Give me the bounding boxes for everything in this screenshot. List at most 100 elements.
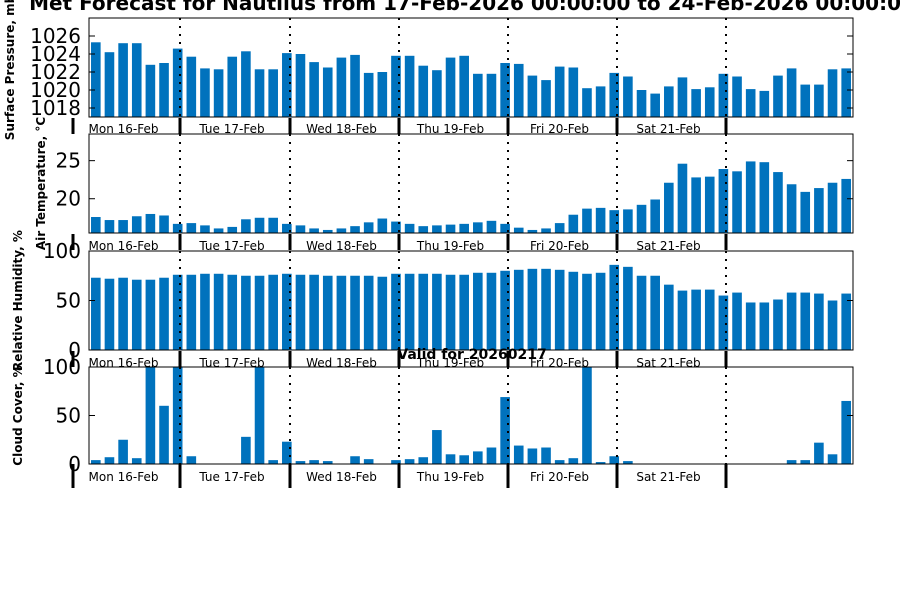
ytick-label: 1022 <box>30 60 81 84</box>
bar <box>172 223 183 233</box>
bar <box>131 43 142 118</box>
bar <box>541 80 551 117</box>
bar <box>282 223 292 233</box>
bar <box>554 223 565 233</box>
day-label: Thu 19-Feb <box>416 239 484 253</box>
bar <box>582 273 592 350</box>
bar <box>732 292 742 350</box>
y-axis-title: Relative Humidity, % <box>11 230 25 371</box>
bar <box>172 48 183 117</box>
bar <box>486 73 497 117</box>
bar <box>227 56 238 117</box>
bar <box>486 220 497 233</box>
axes-frame <box>88 17 854 118</box>
panel-2: 20 25 Air Temperature, °C Mon 16-Feb Tue 17-… <box>34 117 854 253</box>
bar <box>486 272 497 350</box>
bar <box>336 57 347 117</box>
bar <box>704 87 715 117</box>
bar <box>186 223 197 233</box>
y-axis-title: Cloud Cover, % <box>11 365 25 465</box>
bar <box>241 275 251 350</box>
bar <box>841 68 851 117</box>
bar <box>145 64 156 117</box>
bar <box>227 274 238 350</box>
ytick-label: 100 <box>43 239 81 263</box>
bar <box>295 461 306 464</box>
bar <box>800 191 811 233</box>
bar <box>377 276 388 350</box>
bar <box>650 93 660 117</box>
bar <box>650 199 660 233</box>
bar <box>677 290 688 350</box>
bar <box>254 367 265 464</box>
bar <box>554 269 565 350</box>
bar <box>131 216 142 233</box>
bar <box>473 222 483 233</box>
bar <box>350 456 360 464</box>
bar <box>691 89 701 117</box>
bar <box>745 89 756 117</box>
bar <box>268 217 278 233</box>
day-label: Mon 16-Feb <box>89 239 159 253</box>
bar <box>200 68 210 117</box>
ytick-label: 1020 <box>30 78 81 102</box>
bar <box>814 442 824 464</box>
bar <box>432 273 442 350</box>
bar <box>295 54 306 117</box>
bar <box>609 210 620 233</box>
bar <box>800 292 811 350</box>
ytick-label: 0 <box>68 452 81 476</box>
axes-frame <box>88 133 854 234</box>
bar <box>732 171 742 233</box>
day-label: Sat 21-Feb <box>636 239 700 253</box>
bar <box>404 223 415 233</box>
axes-frame <box>88 366 854 465</box>
bar <box>800 460 811 464</box>
bar <box>186 274 197 350</box>
ytick-label: 20 <box>56 187 81 211</box>
bar <box>254 69 265 117</box>
bar <box>827 69 838 117</box>
bar <box>91 217 101 233</box>
day-label: Wed 18-Feb <box>306 239 377 253</box>
bar <box>404 459 415 464</box>
bar <box>145 367 156 464</box>
bar <box>459 455 469 464</box>
ytick-label: 1024 <box>30 42 81 66</box>
bar <box>336 228 347 233</box>
bar <box>432 70 442 117</box>
bar <box>213 69 224 117</box>
bar <box>268 69 278 117</box>
day-label: Tue 17-Feb <box>198 239 264 253</box>
ytick-label: 0 <box>68 338 81 362</box>
bar <box>172 367 183 464</box>
bar <box>118 439 128 464</box>
bar <box>786 184 797 233</box>
ytick-label: 50 <box>56 289 81 313</box>
bar <box>527 448 538 464</box>
bar <box>486 447 497 464</box>
bar <box>282 53 292 117</box>
bar <box>459 223 469 233</box>
bar <box>759 90 770 117</box>
bar <box>473 272 483 350</box>
bar <box>636 90 647 117</box>
bar <box>636 275 647 350</box>
bar <box>541 268 551 350</box>
bar <box>445 57 456 117</box>
day-label: Tue 17-Feb <box>198 470 264 484</box>
bar <box>391 55 401 117</box>
bar <box>91 460 101 464</box>
bar <box>309 274 319 350</box>
bar <box>459 55 469 117</box>
bar <box>118 220 128 233</box>
bar <box>432 430 442 464</box>
day-label: Wed 18-Feb <box>306 122 377 136</box>
bar <box>131 458 142 464</box>
bar <box>363 275 374 350</box>
bar <box>213 228 224 233</box>
bar <box>513 63 524 117</box>
bar <box>186 456 197 464</box>
bar <box>527 75 538 117</box>
